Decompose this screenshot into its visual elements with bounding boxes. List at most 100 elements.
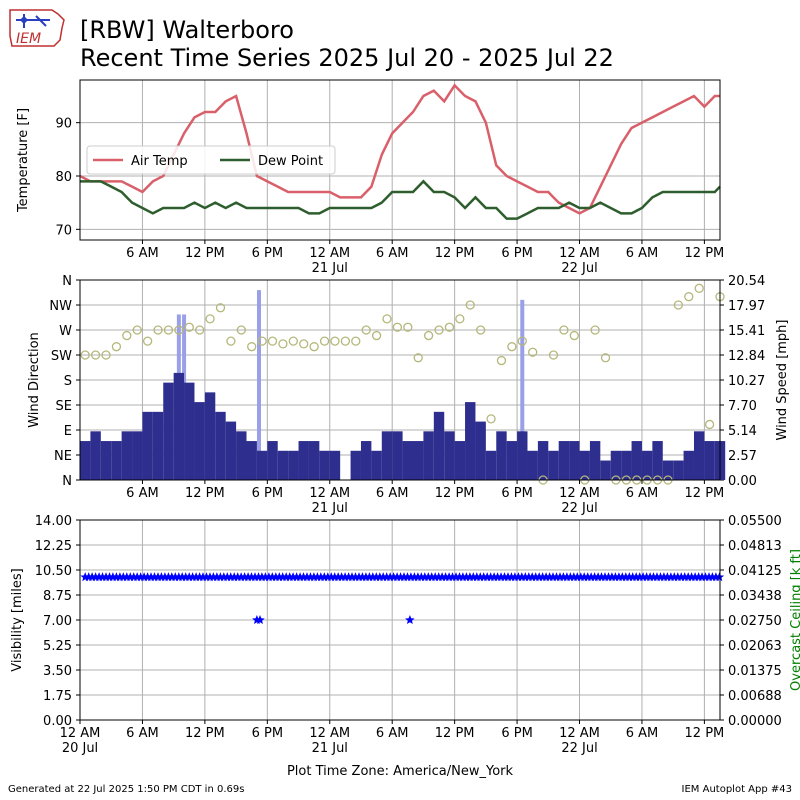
vis-y-tick-label: 3.50 — [43, 664, 72, 679]
wind-speed-bar — [152, 411, 164, 480]
wind-dir-tick-label: E — [64, 424, 72, 439]
wind-speed-bar — [329, 450, 341, 480]
vis-x-tick-date: 21 Jul — [312, 741, 348, 756]
wind-speed-bar — [631, 441, 642, 480]
temp-y-axis-label: Temperature [F] — [16, 108, 31, 213]
temp-x-tick-label: 6 AM — [626, 246, 659, 261]
wind-direction-point — [319, 336, 330, 346]
vis-y-tick-label: 8.75 — [43, 589, 72, 604]
wind-x-tick-label: 6 PM — [252, 486, 283, 501]
wind-speed-bar — [662, 460, 674, 480]
wind-direction-point — [80, 350, 90, 360]
visibility-point — [255, 615, 265, 624]
wind-dir-tick-label: NE — [54, 449, 72, 464]
wind-direction-point — [444, 322, 455, 332]
wind-direction-point — [455, 314, 465, 324]
wind-speed-bar — [173, 372, 185, 480]
temp-x-tick-label: 12 PM — [185, 246, 225, 261]
wind-direction-point — [528, 347, 538, 357]
wind-direction-point — [111, 342, 122, 352]
wind-x-tick-label: 12 PM — [685, 486, 725, 501]
wind-speed-bar — [360, 441, 372, 480]
wind-direction-point — [684, 292, 694, 302]
wind-direction-point — [153, 325, 163, 335]
wind-speed-bar — [558, 441, 570, 480]
temp-x-tick-date: 21 Jul — [312, 261, 348, 276]
wind-direction-point — [704, 419, 715, 430]
visibility-point — [714, 572, 725, 582]
chart-title-line2: Recent Time Series 2025 Jul 20 - 2025 Ju… — [80, 44, 614, 72]
wind-direction-point — [434, 325, 444, 335]
vis-y-tick-label: 10.50 — [35, 564, 72, 579]
wind-direction-point — [673, 300, 684, 310]
wind-dir-tick-label: SE — [56, 399, 72, 414]
ceiling-y-tick-label: 0.05500 — [728, 514, 782, 529]
wind-speed-bar — [673, 460, 684, 480]
wind-x-tick-date: 22 Jul — [561, 501, 597, 516]
vis-frame — [79, 519, 721, 721]
temp-x-tick-label: 6 AM — [376, 246, 409, 261]
temp-x-tick-label: 6 PM — [501, 246, 532, 261]
wind-speed-bar — [381, 431, 393, 480]
wind-speed-tick-label: 15.41 — [728, 324, 765, 339]
wind-speed-bar — [413, 441, 424, 480]
wind-gust-bar — [520, 299, 525, 480]
vis-x-tick-date: 22 Jul — [561, 741, 597, 756]
wind-dir-tick-label: S — [64, 374, 72, 389]
vis-x-tick-label: 12 PM — [435, 726, 475, 741]
vis-x-tick-label: 12 PM — [685, 726, 725, 741]
vis-y-tick-label: 0.00 — [43, 714, 72, 729]
wind-direction-point — [559, 325, 569, 335]
wind-speed-bar — [485, 450, 497, 480]
wind-x-tick-label: 6 AM — [626, 486, 659, 501]
wind-direction-point — [236, 325, 246, 335]
wind-speed-bar — [319, 450, 330, 480]
wind-speed-bar — [589, 441, 601, 480]
wind-direction-point — [496, 355, 507, 366]
wind-direction-point — [163, 325, 174, 335]
chart-title-line1: [RBW] Walterboro — [80, 16, 294, 44]
wind-direction-point — [309, 342, 319, 352]
wind-speed-bar — [236, 431, 247, 480]
temp-legend: Air Temp Dew Point — [86, 145, 336, 175]
wind-speed-tick-label: 0.00 — [728, 474, 757, 489]
vis-x-tick-label: 12 AM — [559, 726, 600, 741]
wind-speed-bar — [277, 450, 289, 480]
visibility-axis-label: Visibility [miles] — [10, 568, 25, 671]
vis-y-tick-label: 5.25 — [43, 639, 72, 654]
wind-direction-point — [330, 336, 340, 346]
legend-air-temp-label: Air Temp — [131, 154, 188, 169]
visibility-point — [405, 615, 415, 624]
wind-direction-point — [507, 342, 517, 352]
wind-direction-point — [371, 330, 382, 341]
wind-speed-bar — [225, 421, 237, 480]
temp-x-tick-date: 22 Jul — [561, 261, 597, 276]
vis-x-tick-label: 6 PM — [252, 726, 283, 741]
wind-speed-tick-label: 12.84 — [728, 349, 765, 364]
wind-dir-tick-label: SW — [51, 349, 72, 364]
ceiling-y-tick-label: 0.04813 — [728, 539, 782, 554]
wind-x-tick-label: 12 PM — [435, 486, 475, 501]
wind-speed-bar — [267, 441, 278, 480]
wind-speed-bar — [350, 450, 361, 480]
wind-speed-bar — [433, 411, 445, 480]
temp-x-tick-label: 12 PM — [435, 246, 475, 261]
wind-direction-point — [413, 353, 423, 363]
wind-speed-tick-label: 5.14 — [728, 424, 757, 439]
vis-x-tick-label: 6 AM — [126, 726, 159, 741]
generated-timestamp: Generated at 22 Jul 2025 1:50 PM CDT in … — [8, 784, 245, 795]
timezone-label: Plot Time Zone: America/New_York — [286, 764, 514, 779]
wind-x-tick-label: 6 AM — [376, 486, 409, 501]
wind-speed-bar — [517, 431, 528, 480]
wind-speed-bar — [548, 450, 559, 480]
vis-x-tick-label: 12 AM — [309, 726, 350, 741]
temp-frame — [79, 79, 721, 241]
ceiling-axis-label: Overcast Ceiling [k ft] — [789, 549, 800, 691]
wind-speed-bar — [569, 441, 580, 480]
dew-point-line — [80, 179, 721, 220]
wind-speed-bar — [80, 441, 91, 480]
wind-speed-bar — [444, 431, 455, 480]
